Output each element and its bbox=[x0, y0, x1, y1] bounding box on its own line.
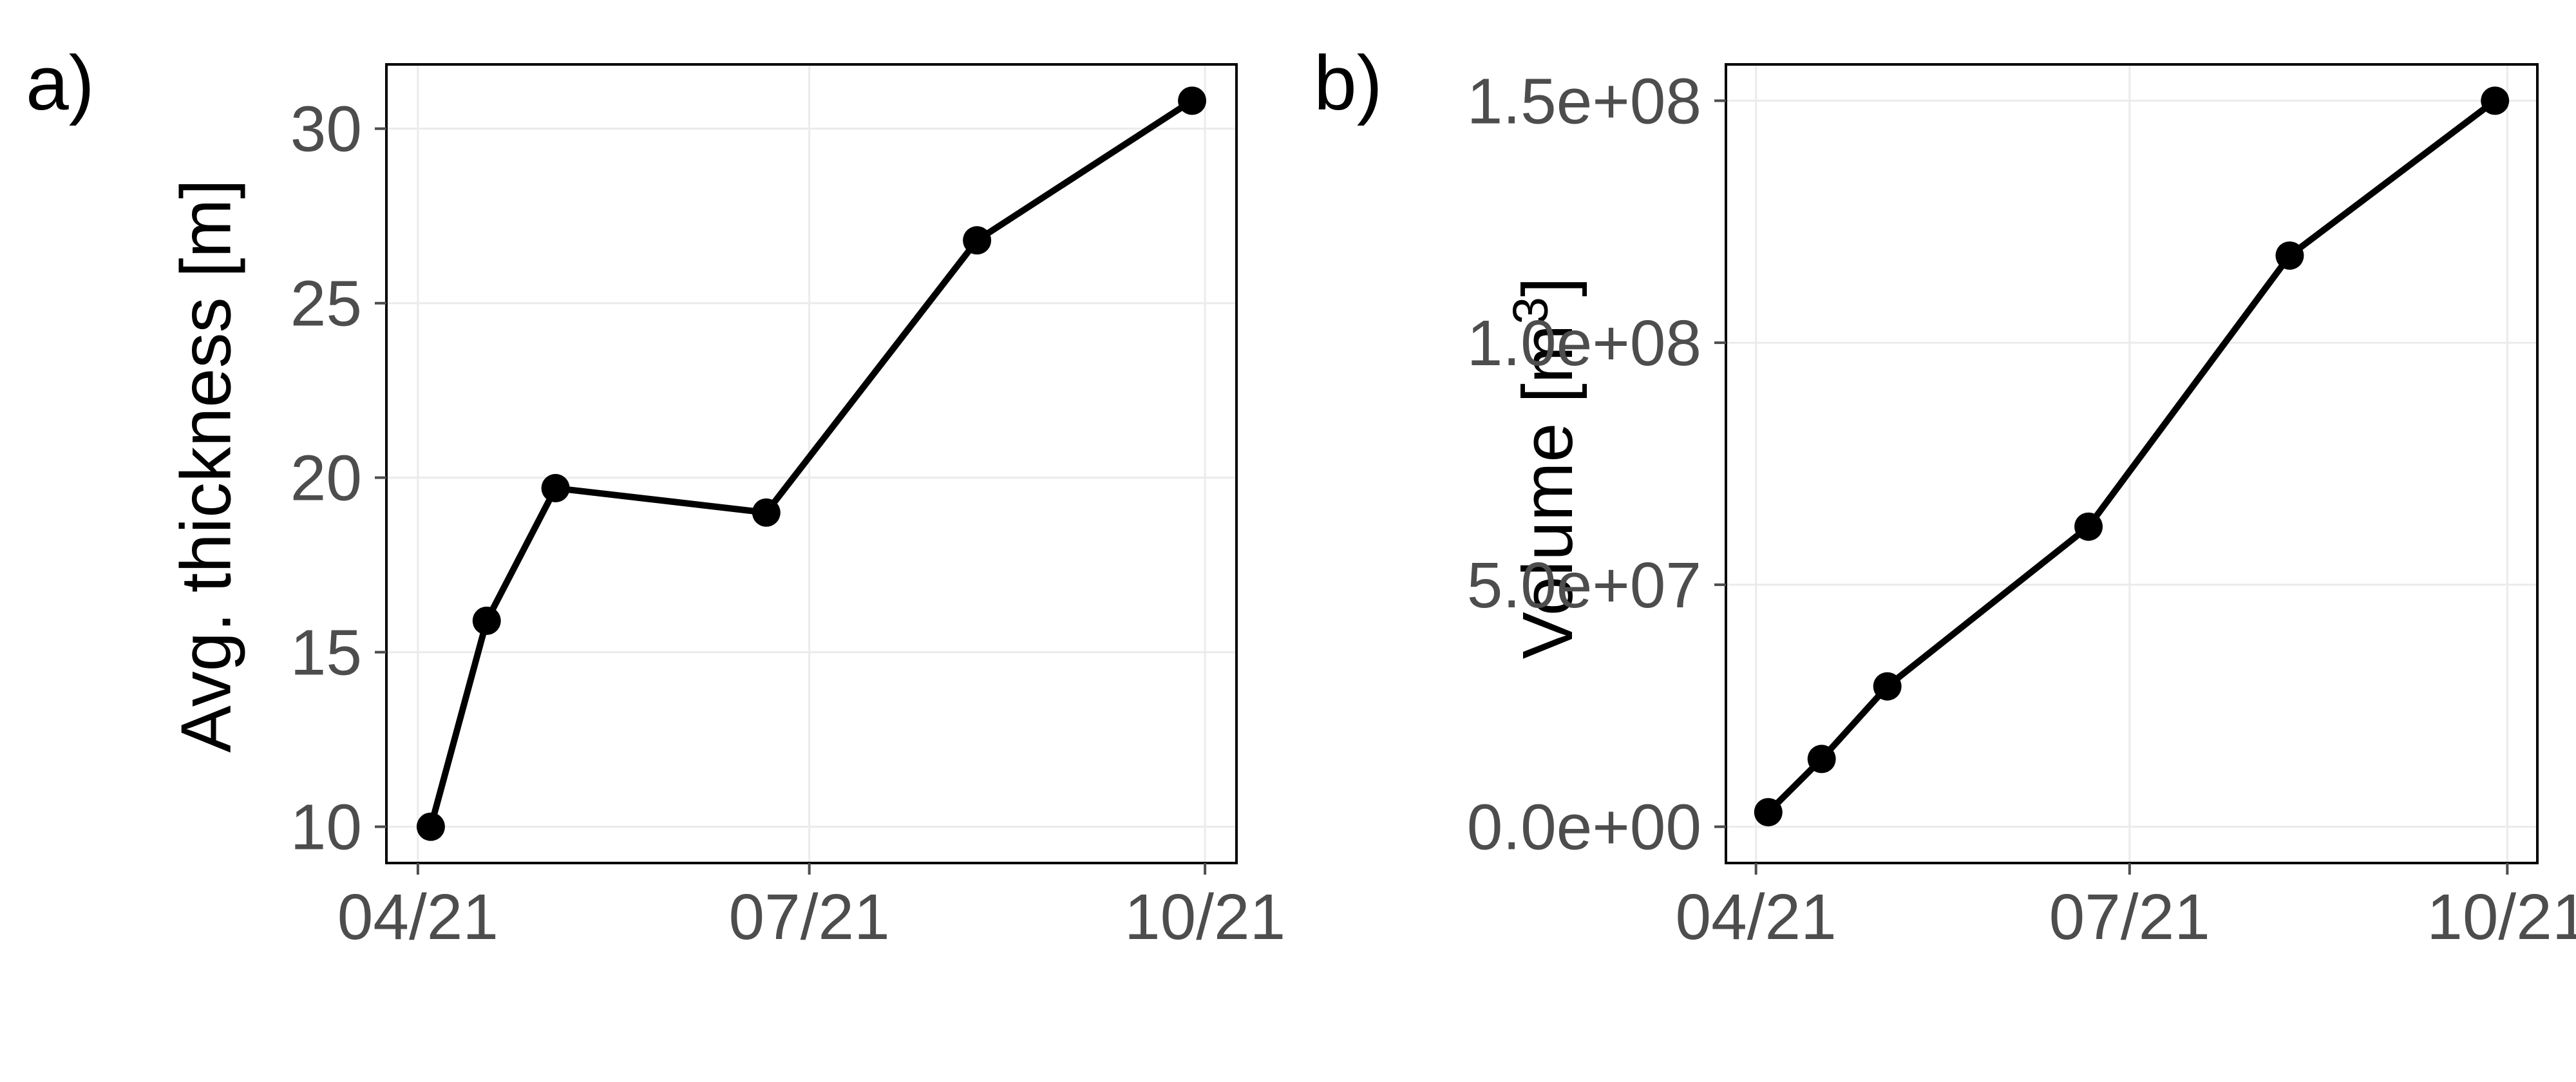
x-tick-label: 10/21 bbox=[1124, 881, 1285, 953]
y-tick-label: 1.5e+08 bbox=[1467, 65, 1701, 137]
data-point bbox=[542, 474, 570, 502]
data-point bbox=[752, 498, 781, 527]
data-point bbox=[2481, 86, 2509, 115]
data-point bbox=[2275, 242, 2304, 270]
panel-a-chart: 04/21 07/21 10/21 10 15 20 25 30 bbox=[0, 0, 1288, 1082]
panel-b-chart: 04/21 07/21 10/21 0.0e+00 5.0e+07 1.0e+08 1.5e… bbox=[1288, 0, 2576, 1082]
data-point bbox=[417, 813, 445, 841]
data-point bbox=[1808, 745, 1836, 773]
data-point bbox=[963, 226, 991, 254]
data-point bbox=[473, 607, 501, 635]
x-tick-label: 10/21 bbox=[2427, 881, 2576, 953]
y-tick-label: 30 bbox=[290, 93, 362, 166]
y-tick-label: 25 bbox=[290, 268, 362, 340]
data-point bbox=[2074, 513, 2103, 541]
y-tick-label: 0.0e+00 bbox=[1467, 792, 1701, 864]
panel-b: b) Volume [m3] 04/2107/2110/210.0e+005.0… bbox=[1288, 0, 2576, 1082]
x-tick-label: 07/21 bbox=[729, 881, 890, 953]
x-tick-label: 07/21 bbox=[2049, 881, 2210, 953]
x-tick-label: 04/21 bbox=[337, 881, 498, 953]
y-tick-label: 20 bbox=[290, 442, 362, 515]
data-point bbox=[1754, 798, 1783, 826]
data-point bbox=[1178, 86, 1206, 115]
panel-a: a) Avg. thickness [m] 04/2107/2110/21101… bbox=[0, 0, 1288, 1082]
y-tick-label: 5.0e+07 bbox=[1467, 549, 1701, 622]
y-tick-label: 15 bbox=[290, 617, 362, 689]
figure: a) Avg. thickness [m] 04/2107/2110/21101… bbox=[0, 0, 2576, 1082]
data-point bbox=[1873, 672, 1902, 701]
y-tick-label: 10 bbox=[290, 792, 362, 864]
y-tick-label: 1.0e+08 bbox=[1467, 307, 1701, 379]
x-tick-label: 04/21 bbox=[1676, 881, 1837, 953]
